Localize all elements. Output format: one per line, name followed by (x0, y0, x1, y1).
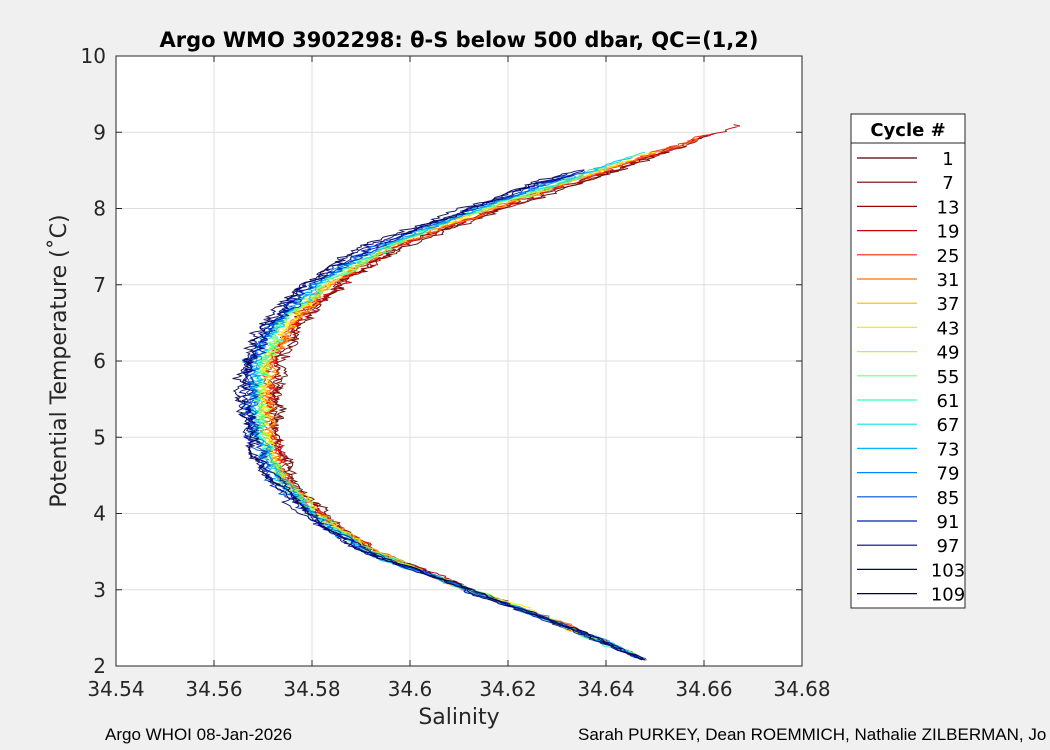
legend-label: 103 (931, 560, 965, 581)
legend-label: 43 (937, 318, 960, 339)
footer-credits: Sarah PURKEY, Dean ROEMMICH, Nathalie ZI… (578, 725, 1047, 744)
legend-label: 73 (937, 439, 960, 460)
legend-label: 1 (942, 149, 953, 170)
legend-title: Cycle # (870, 120, 945, 141)
footer-source: Argo WHOI 08-Jan-2026 (105, 725, 293, 744)
y-tick-label: 3 (93, 578, 106, 602)
legend-label: 97 (937, 536, 960, 557)
legend-label: 37 (937, 294, 960, 315)
x-axis-label: Salinity (418, 705, 499, 730)
ticks: 34.54 34.56 34.58 34.6 34.62 34.64 34.66 34.68 2… (81, 44, 831, 701)
grid (116, 56, 802, 666)
y-tick-label: 10 (81, 44, 106, 68)
legend-label: 25 (937, 246, 960, 267)
legend-label: 19 (937, 222, 960, 243)
x-tick-label: 34.62 (479, 677, 536, 701)
x-tick-label: 34.68 (773, 677, 830, 701)
x-tick-label: 34.6 (388, 677, 433, 701)
x-tick-label: 34.56 (185, 677, 242, 701)
legend-label: 79 (937, 464, 960, 485)
legend-label: 85 (937, 488, 960, 509)
y-tick-label: 6 (93, 349, 106, 373)
y-tick-label: 2 (93, 654, 106, 678)
legend-label: 91 (937, 512, 960, 533)
x-tick-label: 34.58 (283, 677, 340, 701)
y-tick-label: 5 (93, 425, 106, 449)
x-tick-label: 34.64 (577, 677, 634, 701)
legend-label: 7 (942, 173, 953, 194)
legend-label: 109 (931, 585, 965, 606)
legend-label: 13 (937, 197, 960, 218)
legend-label: 67 (937, 415, 960, 436)
y-tick-label: 7 (93, 273, 106, 297)
y-axis-label: Potential Temperature (˚C) (47, 214, 72, 507)
chart-title: Argo WMO 3902298: θ-S below 500 dbar, QC… (160, 28, 759, 52)
y-tick-label: 9 (93, 120, 106, 144)
legend-label: 49 (937, 343, 960, 364)
series-group (232, 124, 741, 661)
legend-label: 31 (937, 270, 960, 291)
x-tick-label: 34.54 (87, 677, 144, 701)
profile-line-cycle-73 (247, 157, 645, 661)
profile-line-cycle-109 (232, 169, 644, 661)
legend-label: 61 (937, 391, 960, 412)
legend-box (850, 113, 966, 609)
legend: Cycle # 1 7 13 19 25 31 37 43 49 55 61 67 73 79 85 91 97… (850, 113, 966, 609)
y-tick-label: 8 (93, 197, 106, 221)
legend-label: 55 (937, 367, 960, 388)
y-tick-label: 4 (93, 502, 106, 526)
x-tick-label: 34.66 (675, 677, 732, 701)
